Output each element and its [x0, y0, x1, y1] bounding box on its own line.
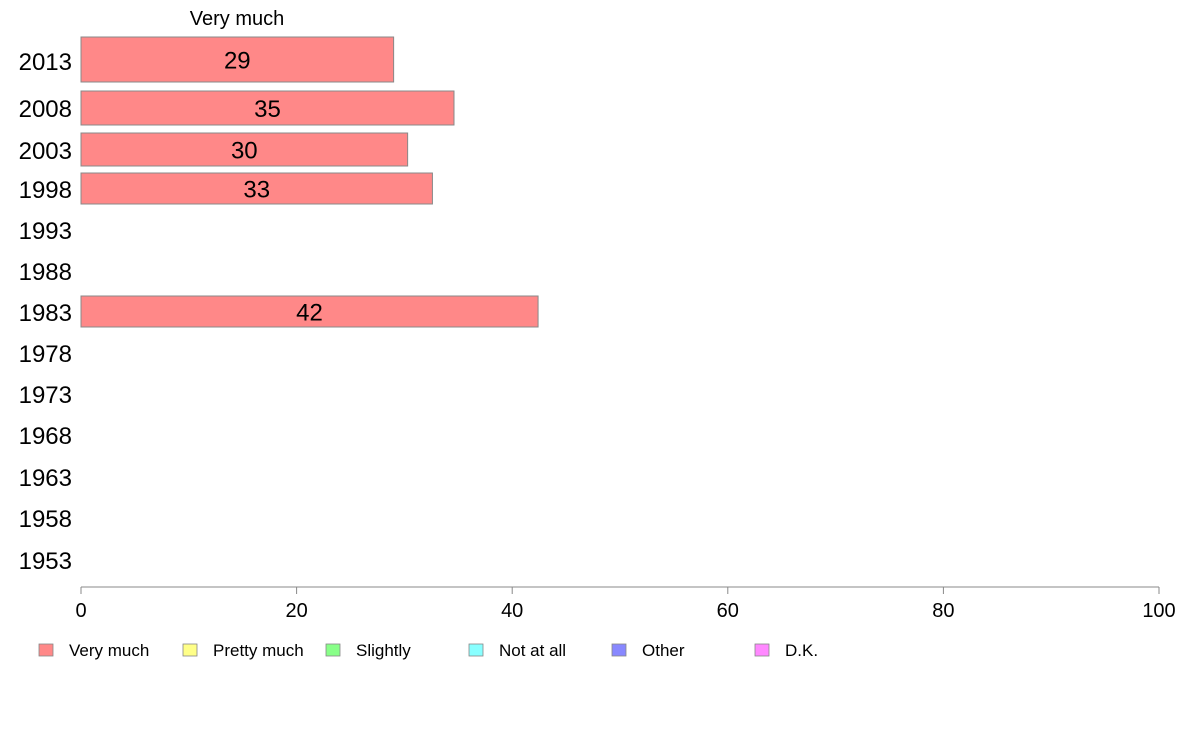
category-label-1988: 1988: [19, 259, 72, 286]
category-label-1968: 1968: [19, 423, 72, 450]
category-label-1983: 1983: [19, 300, 72, 327]
legend-label-d-k: D.K.: [785, 641, 818, 660]
bar-1998: [80, 172, 433, 205]
legend-swatch-slightly: [325, 643, 341, 657]
x-tick-label-100: 100: [1142, 600, 1175, 622]
x-tick-label-40: 40: [501, 600, 523, 622]
category-label-2008: 2008: [19, 96, 72, 123]
legend-label-very-much: Very much: [69, 641, 149, 660]
legend-swatch-d-k: [754, 643, 770, 657]
category-label-1958: 1958: [19, 506, 72, 533]
bar-2013: [80, 36, 395, 83]
category-label-1993: 1993: [19, 218, 72, 245]
legend-swatch-very-much: [38, 643, 54, 657]
data-label-2013: 29: [224, 48, 251, 75]
legend-label-pretty-much: Pretty much: [213, 641, 304, 660]
legend-swatch-pretty-much: [182, 643, 198, 657]
category-label-1978: 1978: [19, 341, 72, 368]
legend-swatch-other: [611, 643, 627, 657]
bar-2008: [80, 90, 455, 126]
legend-label-not-at-all: Not at all: [499, 641, 566, 660]
x-tick-label-20: 20: [285, 600, 307, 622]
category-label-1953: 1953: [19, 548, 72, 575]
category-label-1963: 1963: [19, 465, 72, 492]
data-label-1983: 42: [296, 300, 323, 327]
x-tick-label-80: 80: [932, 600, 954, 622]
data-label-2003: 30: [231, 138, 258, 165]
legend-label-slightly: Slightly: [356, 641, 411, 660]
category-label-2013: 2013: [19, 49, 72, 76]
category-label-1998: 1998: [19, 177, 72, 204]
category-label-2003: 2003: [19, 138, 72, 165]
bar-2003: [80, 132, 409, 167]
x-tick-label-60: 60: [717, 600, 739, 622]
x-tick-label-0: 0: [75, 600, 86, 622]
category-label-1973: 1973: [19, 382, 72, 409]
series-header: Very much: [190, 8, 284, 30]
data-label-2008: 35: [254, 96, 281, 123]
legend-label-other: Other: [642, 641, 685, 660]
legend-swatch-not-at-all: [468, 643, 484, 657]
data-label-1998: 33: [243, 177, 270, 204]
bar-1983: [80, 295, 539, 328]
